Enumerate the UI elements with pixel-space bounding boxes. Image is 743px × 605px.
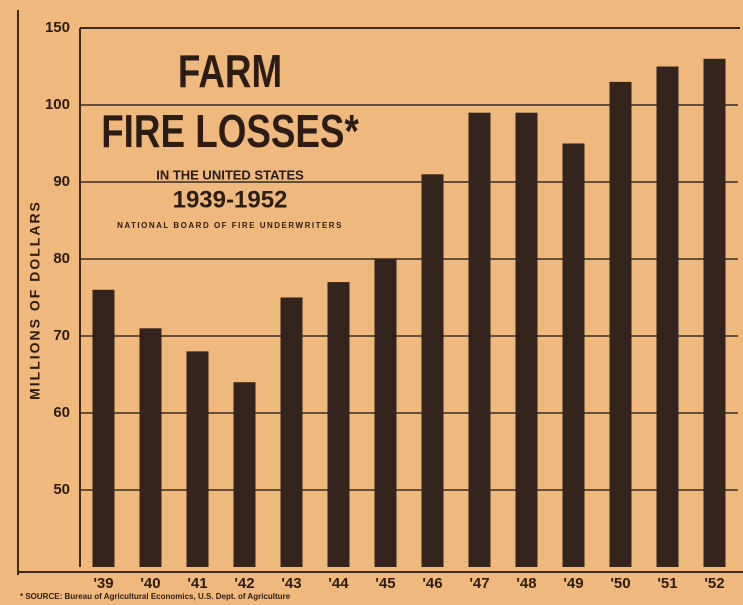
chart: FARM FIRE LOSSES* IN THE UNITED STATES 1… <box>0 0 743 605</box>
bar <box>140 328 162 567</box>
y-tick-label: 70 <box>53 327 70 344</box>
chart-title: FARM <box>178 45 282 97</box>
source: * SOURCE: Bureau of Agricultural Economi… <box>20 592 291 601</box>
bar <box>610 82 632 567</box>
x-tick-label: '49 <box>563 575 583 592</box>
y-tick-label: 60 <box>53 404 70 421</box>
x-tick-label: '47 <box>469 575 489 592</box>
bar <box>516 113 538 567</box>
x-tick-label: '41 <box>187 575 207 592</box>
x-tick-label: '40 <box>140 575 160 592</box>
period: 1939-1952 <box>173 186 288 213</box>
x-tick-label: '42 <box>234 575 254 592</box>
credit: NATIONAL BOARD OF FIRE UNDERWRITERS <box>117 221 343 230</box>
x-tick-label: '46 <box>422 575 442 592</box>
bar <box>375 259 397 567</box>
x-tick-label: '39 <box>93 575 113 592</box>
y-tick-label: 100 <box>45 96 70 113</box>
chart-title: FIRE LOSSES* <box>101 105 359 157</box>
y-tick-label: 80 <box>53 250 70 267</box>
bar <box>422 174 444 567</box>
bar <box>563 144 585 568</box>
x-tick-label: '44 <box>328 575 349 592</box>
x-tick-label: '50 <box>610 575 630 592</box>
x-tick-label: '43 <box>281 575 301 592</box>
bar <box>328 282 350 567</box>
bar <box>657 67 679 568</box>
x-tick-label: '48 <box>516 575 536 592</box>
bar <box>93 290 115 567</box>
bar <box>187 351 209 567</box>
y-axis-label: MILLIONS OF DOLLARS <box>27 200 43 400</box>
y-tick-label: 50 <box>53 481 70 498</box>
x-tick-label: '45 <box>375 575 395 592</box>
y-tick-label: 90 <box>53 173 70 190</box>
x-tick-label: '51 <box>657 575 677 592</box>
bar <box>469 113 491 567</box>
bar <box>234 382 256 567</box>
bar <box>281 298 303 568</box>
y-tick-label: 150 <box>45 19 70 36</box>
x-tick-label: '52 <box>704 575 724 592</box>
bar <box>704 59 726 567</box>
chart-subtitle: IN THE UNITED STATES <box>156 167 304 182</box>
